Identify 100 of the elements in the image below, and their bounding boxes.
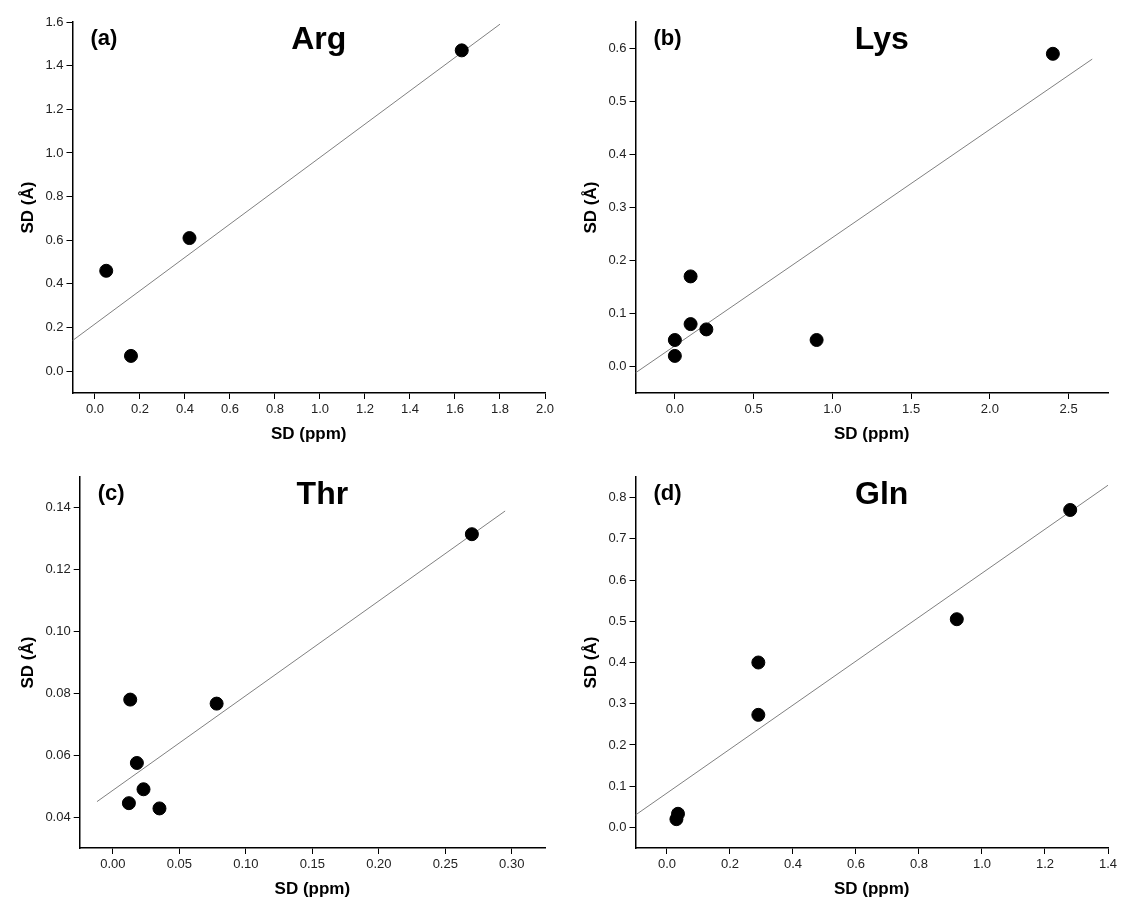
x-tick-label: 0.20 [366, 856, 392, 872]
x-tick-label: 0.10 [233, 856, 259, 872]
x-tick-label: 0.8 [909, 856, 929, 872]
y-tick-label: 0.5 [608, 612, 627, 628]
y-axis-title: SD (Å) [17, 181, 37, 234]
y-axis-title: SD (Å) [580, 181, 600, 234]
x-axis-title: SD (ppm) [833, 424, 910, 444]
chart-title: Lys [854, 19, 909, 56]
annotation: (c) [97, 480, 125, 506]
x-tick-label: 2.0 [980, 401, 999, 417]
x-tick-label: 0.25 [432, 856, 458, 872]
y-tick-label: 0.10 [45, 623, 71, 639]
point [464, 527, 479, 542]
y-tick-label: 0.08 [45, 684, 71, 700]
y-tick-label: 0.4 [608, 654, 627, 670]
x-tick-label: 0.0 [657, 856, 677, 872]
x-tick-label: 1.4 [400, 401, 420, 417]
point [949, 612, 964, 627]
point [209, 696, 224, 711]
point [683, 269, 698, 284]
point [699, 322, 714, 337]
point [751, 707, 766, 722]
y-tick-label: 0.1 [608, 305, 627, 321]
x-tick-label: 1.5 [902, 401, 921, 417]
chart-title: Gln [855, 474, 909, 511]
y-tick-label: 1.2 [45, 100, 64, 116]
y-tick-label: 0.6 [45, 231, 64, 247]
x-axis-title: SD (ppm) [833, 879, 910, 899]
x-tick-label: 0.0 [85, 401, 105, 417]
x-tick-label: 0.05 [166, 856, 193, 872]
annotation: (a) [90, 25, 118, 51]
y-tick-label: 0.1 [608, 777, 627, 793]
y-tick-label: 0.8 [45, 188, 64, 204]
x-tick-label: 0.5 [744, 401, 763, 417]
y-tick-label: 1.4 [45, 57, 64, 73]
point [751, 655, 766, 670]
x-tick-label: 1.4 [1098, 856, 1118, 872]
point [1045, 46, 1060, 61]
chart-title: Arg [291, 19, 347, 56]
y-tick-label: 0.0 [45, 362, 64, 378]
point [136, 782, 151, 797]
y-tick-label: 0.8 [608, 489, 627, 505]
y-tick-label: 0.7 [608, 530, 627, 546]
x-tick-label: 0.4 [783, 856, 803, 872]
y-tick-label: 0.6 [608, 40, 627, 56]
x-tick-label: 2.5 [1059, 401, 1078, 417]
y-tick-label: 0.0 [608, 818, 627, 834]
y-tick-label: 0.6 [608, 571, 627, 587]
y-tick-label: 0.2 [45, 319, 64, 335]
point [809, 333, 824, 347]
y-tick-label: 0.2 [608, 252, 627, 268]
point [683, 317, 698, 332]
x-tick-label: 0.2 [720, 856, 740, 872]
y-axis-title: SD (Å) [580, 636, 600, 689]
y-tick-label: 0.3 [608, 199, 627, 215]
x-tick-label: 2.0 [535, 401, 555, 417]
x-tick-label: 1.6 [445, 401, 465, 417]
point [667, 333, 682, 347]
x-tick-label: 1.0 [310, 401, 330, 417]
x-tick-label: 0.30 [499, 856, 525, 872]
chart-title: Thr [296, 474, 349, 511]
point [182, 231, 197, 246]
y-tick-label: 0.14 [45, 499, 71, 515]
x-tick-label: 0.6 [846, 856, 866, 872]
point [454, 43, 469, 58]
x-axis-title: SD (ppm) [270, 424, 347, 444]
point [1063, 502, 1078, 517]
y-tick-label: 0.06 [45, 746, 71, 762]
x-tick-label: 0.8 [265, 401, 285, 417]
y-tick-label: 0.0 [608, 358, 627, 374]
y-tick-label: 0.12 [45, 561, 71, 577]
y-tick-label: 1.6 [45, 13, 64, 29]
y-tick-label: 0.2 [608, 736, 627, 752]
point [129, 755, 144, 770]
x-tick-label: 1.0 [972, 856, 992, 872]
x-tick-label: 1.8 [490, 401, 510, 417]
annotation: (b) [653, 25, 682, 51]
y-tick-label: 0.04 [45, 808, 71, 824]
y-tick-label: 0.4 [45, 275, 64, 291]
point [121, 796, 136, 811]
x-tick-label: 1.2 [355, 401, 375, 417]
x-axis-title: SD (ppm) [274, 879, 351, 899]
y-axis-title: SD (Å) [17, 636, 37, 689]
y-tick-label: 1.0 [45, 144, 64, 160]
x-tick-label: 0.4 [175, 401, 195, 417]
x-tick-label: 0.00 [100, 856, 126, 872]
point [671, 806, 685, 821]
point [123, 348, 138, 363]
x-tick-label: 1.2 [1035, 856, 1055, 872]
x-tick-label: 0.6 [220, 401, 240, 417]
point [667, 348, 682, 363]
annotation: (d) [653, 480, 682, 506]
x-tick-label: 0.2 [130, 401, 150, 417]
point [123, 692, 138, 707]
point [152, 801, 167, 816]
point [99, 263, 114, 278]
x-tick-label: 1.0 [823, 401, 842, 417]
y-tick-label: 0.3 [608, 695, 627, 711]
x-tick-label: 0.0 [665, 401, 684, 417]
y-tick-label: 0.4 [608, 146, 627, 162]
